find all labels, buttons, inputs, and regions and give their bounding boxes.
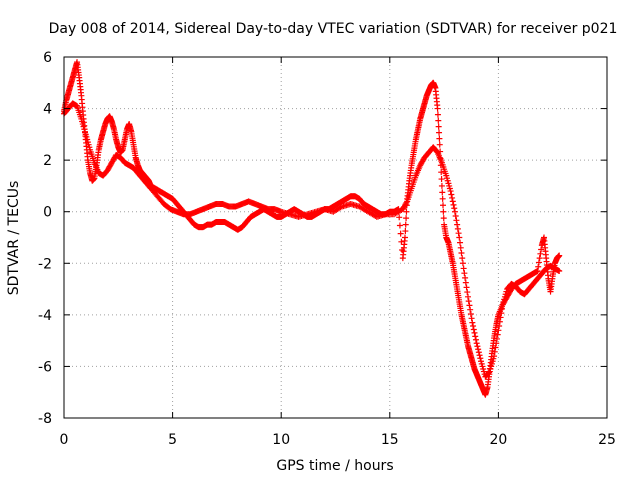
data-point — [469, 320, 475, 326]
data-point-interp — [403, 215, 409, 221]
data-point-interp — [439, 176, 445, 182]
data-point-interp — [466, 302, 472, 308]
data-point-interp — [453, 213, 459, 219]
data-point-interp — [468, 311, 474, 317]
data-point-interp — [475, 346, 481, 352]
data-point-interp — [462, 275, 468, 281]
y-tick-label: 0 — [43, 205, 52, 221]
y-tick-label: 6 — [43, 50, 52, 66]
data-point-interp — [438, 169, 444, 175]
data-point-interp — [461, 270, 467, 276]
data-point-interp — [454, 222, 460, 228]
data-marks — [61, 59, 562, 398]
data-point — [465, 294, 471, 300]
data-point-interp — [397, 222, 403, 228]
x-tick-label: 25 — [598, 432, 616, 448]
grid-layer — [64, 57, 607, 418]
x-tick-label: 0 — [60, 432, 69, 448]
y-tick-label: -6 — [38, 359, 52, 375]
data-point-interp — [470, 323, 476, 329]
x-axis-label: GPS time / hours — [276, 458, 393, 474]
data-point-interp — [403, 222, 409, 228]
data-point-interp — [463, 280, 469, 286]
data-point-interp — [472, 333, 478, 339]
data-point-interp — [537, 255, 543, 261]
x-tick-label: 5 — [168, 432, 177, 448]
x-tick-label: 20 — [489, 432, 507, 448]
data-point-interp — [456, 230, 462, 236]
data-point-interp — [440, 196, 446, 202]
data-point-interp — [453, 217, 459, 223]
x-tick-label: 10 — [272, 432, 290, 448]
data-point-interp — [436, 136, 442, 142]
data-point-interp — [464, 289, 470, 295]
data-point-interp — [450, 198, 456, 204]
data-point-interp — [460, 260, 466, 266]
data-point-interp — [436, 124, 442, 130]
data-point-interp — [477, 352, 483, 358]
data-point-interp — [458, 250, 464, 256]
data-point-interp — [458, 245, 464, 251]
data-point-interp — [464, 284, 470, 290]
data-point-interp — [435, 118, 441, 124]
data-point-interp — [471, 326, 477, 332]
axes: 0 5 10 15 20 25 -8 -6 -4 -2 0 2 4 6 — [38, 50, 616, 448]
data-point — [435, 106, 441, 112]
data-point-interp — [451, 205, 457, 211]
data-point — [402, 235, 408, 241]
data-point-interp — [469, 315, 475, 321]
data-point-interp — [439, 189, 445, 195]
data-point-interp — [448, 192, 454, 198]
sdtvar-scatter-chart: Day 008 of 2014, Sidereal Day-to-day VTE… — [0, 0, 640, 480]
data-point-interp — [435, 112, 441, 118]
chart-title: Day 008 of 2014, Sidereal Day-to-day VTE… — [49, 21, 618, 37]
data-point-interp — [440, 202, 446, 208]
data-point-interp — [441, 215, 447, 221]
series-0 — [61, 59, 562, 398]
data-point-interp — [535, 264, 541, 270]
data-point-interp — [536, 259, 542, 265]
data-point — [461, 265, 467, 271]
data-point — [456, 235, 462, 241]
data-point-interp — [476, 349, 482, 355]
data-point — [474, 340, 480, 346]
y-tick-label: 4 — [43, 102, 52, 118]
plot-frame — [64, 57, 607, 418]
data-point-interp — [472, 330, 478, 336]
data-point-interp — [473, 337, 479, 343]
y-axis-label: SDTVAR / TECUs — [6, 181, 22, 296]
data-point-interp — [459, 255, 465, 261]
data-point-interp — [436, 130, 442, 136]
y-tick-label: -2 — [38, 256, 52, 272]
y-tick-label: -8 — [38, 411, 52, 427]
data-point — [452, 209, 458, 215]
data-point-interp — [477, 355, 483, 361]
data-point — [439, 183, 445, 189]
series-1 — [61, 100, 562, 379]
y-tick-label: -4 — [38, 308, 52, 324]
data-point-interp — [440, 209, 446, 215]
data-point-interp — [449, 195, 455, 201]
data-point-interp — [474, 343, 480, 349]
data-point — [437, 142, 443, 148]
data-point-interp — [455, 226, 461, 232]
x-tick-label: 15 — [381, 432, 399, 448]
data-point-interp — [457, 240, 463, 246]
data-point-interp — [467, 307, 473, 313]
data-point-interp — [466, 298, 472, 304]
y-tick-label: 2 — [43, 153, 52, 169]
data-point-interp — [451, 202, 457, 208]
